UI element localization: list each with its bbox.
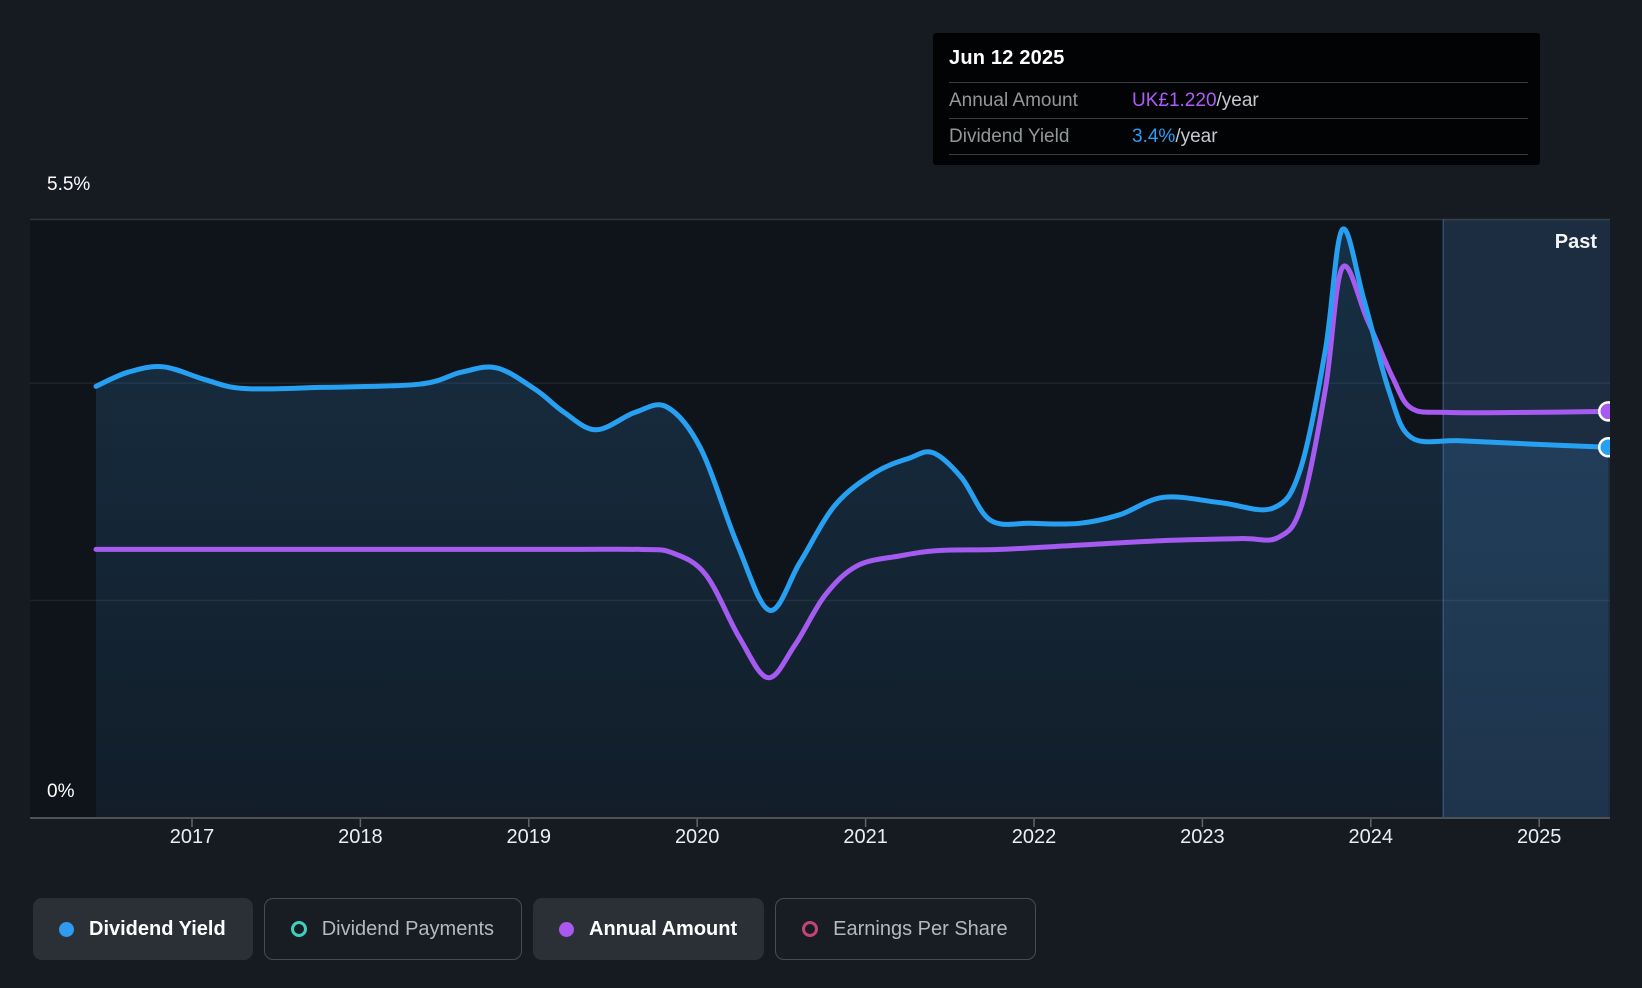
x-tick-label-2018: 2018	[338, 826, 383, 848]
chart-legend: Dividend Yield Dividend Payments Annual Am…	[33, 898, 1036, 960]
dot-icon-annual-amount	[559, 921, 575, 937]
tooltip-row-dividend-yield: Dividend Yield 3.4%/year	[949, 118, 1528, 154]
tooltip-bottom-rule	[949, 154, 1528, 165]
x-tick-label-2022: 2022	[1012, 826, 1057, 848]
tooltip-row-suffix: /year	[1175, 125, 1218, 147]
past-region-band-overlay	[1443, 219, 1610, 818]
x-tick-label-2020: 2020	[675, 826, 720, 848]
legend-label: Dividend Yield	[89, 917, 226, 940]
past-region-label: Past	[1554, 231, 1597, 253]
x-tick-label-2023: 2023	[1180, 826, 1225, 848]
tooltip-row-suffix: /year	[1216, 89, 1259, 111]
ring-icon-earnings-per-share	[802, 921, 819, 937]
legend-label: Annual Amount	[589, 917, 738, 940]
dividend-yield-line	[93, 226, 1610, 613]
x-tick-label-2025: 2025	[1517, 826, 1562, 848]
x-tick-label-2024: 2024	[1349, 826, 1394, 848]
tooltip-row-label: Annual Amount	[949, 89, 1078, 111]
legend-label: Dividend Payments	[321, 917, 495, 940]
legend-toggle-earnings-per-share[interactable]: Earnings Per Share	[775, 898, 1036, 960]
legend-toggle-annual-amount[interactable]: Annual Amount	[533, 898, 765, 960]
y-axis-min-label: 0%	[47, 781, 75, 802]
dividend-history-chart[interactable]: 2017 2018 2019 2020 2021 2022 2023 2024 2025	[0, 0, 1642, 860]
ring-icon-dividend-payments	[290, 921, 307, 937]
tooltip-row-value: UK£1.220	[1132, 89, 1217, 111]
annual-amount-end-marker	[1597, 401, 1610, 422]
x-tick-label-2019: 2019	[507, 826, 552, 848]
tooltip-row-value: 3.4%	[1132, 125, 1176, 147]
dot-icon-dividend-yield	[59, 921, 74, 937]
legend-toggle-dividend-payments[interactable]: Dividend Payments	[263, 898, 523, 960]
tooltip-row-annual-amount: Annual Amount UK£1.220/year	[949, 82, 1528, 118]
y-axis-max-label: 5.5%	[47, 174, 91, 195]
x-tick-label-2017: 2017	[170, 826, 215, 848]
dividend-yield-area-fill	[96, 229, 1609, 818]
dividend-yield-end-marker	[1597, 436, 1610, 458]
legend-toggle-dividend-yield[interactable]: Dividend Yield	[33, 898, 253, 960]
legend-label: Earnings Per Share	[833, 917, 1008, 940]
x-tick-label-2021: 2021	[843, 826, 888, 848]
tooltip-row-label: Dividend Yield	[949, 125, 1070, 147]
chart-tooltip: Jun 12 2025 Annual Amount UK£1.220/year Di…	[933, 33, 1540, 165]
tooltip-date: Jun 12 2025	[949, 47, 1065, 69]
